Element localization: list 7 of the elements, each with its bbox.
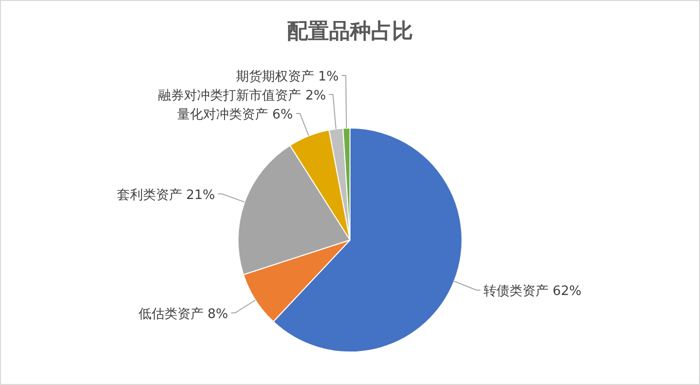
slice-label: 量化对冲类资产 6%: [177, 108, 293, 123]
slice-label: 融券对冲类打新市值资产 2%: [158, 88, 326, 104]
slice-label: 套利类资产 21%: [117, 188, 216, 203]
slice-label: 低估类资产 8%: [138, 306, 228, 322]
chart-title: 配置品种占比: [287, 19, 413, 43]
slice-label: 期货期权资产 1%: [236, 70, 339, 85]
slice-label: 转债类资产 62%: [483, 284, 582, 300]
